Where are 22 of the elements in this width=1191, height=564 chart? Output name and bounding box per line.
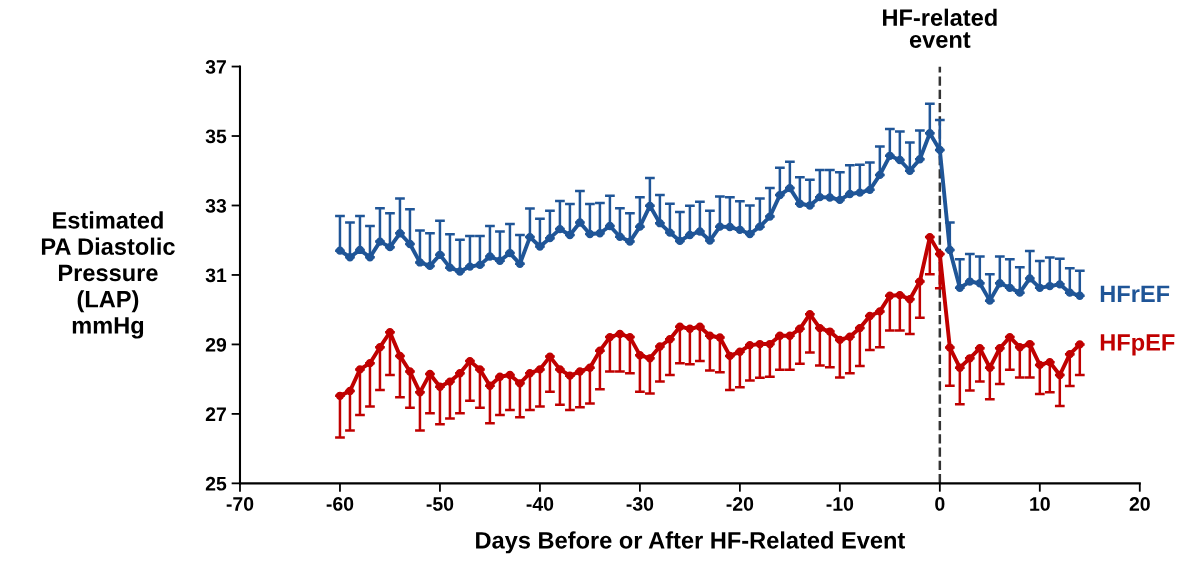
x-axis-title: Days Before or After HF-Related Event <box>476 531 905 554</box>
y-tick-label: 35 <box>205 129 227 144</box>
x-tick-label: -60 <box>326 497 354 511</box>
x-tick-label: -20 <box>726 497 754 511</box>
x-tick-label: -70 <box>226 497 254 511</box>
y-tick-label: 31 <box>205 268 227 283</box>
y-tick-label: 37 <box>205 60 226 74</box>
x-tick-label: -40 <box>526 497 554 511</box>
x-tick-label: 0 <box>935 497 945 511</box>
x-tick-label: -50 <box>426 497 454 511</box>
y-tick-label: 33 <box>205 198 227 213</box>
y-tick-label: 27 <box>205 407 226 421</box>
y-axis-title: Estimated PA Diastolic Pressure (LAP) mmHg <box>41 211 175 339</box>
x-tick-label: 20 <box>1129 497 1150 511</box>
x-tick-label: -30 <box>626 497 654 511</box>
y-tick-label: 29 <box>205 337 227 352</box>
x-tick-label: 10 <box>1030 497 1050 511</box>
series-label: HFrEF <box>1100 285 1170 302</box>
y-tick-label: 25 <box>205 476 227 491</box>
ref-line-label: HF-related event <box>883 8 997 48</box>
series-label: HFpEF <box>1100 334 1175 356</box>
x-tick-label: -10 <box>826 497 854 511</box>
